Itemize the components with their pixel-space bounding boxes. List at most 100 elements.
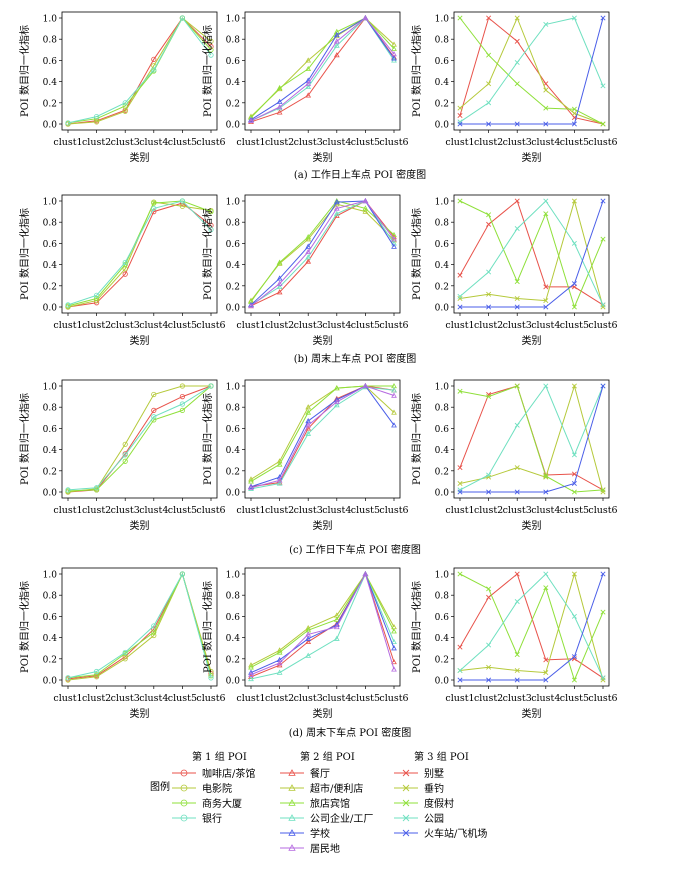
data-point (391, 55, 397, 61)
y-tick-label: 1.0 (226, 383, 241, 393)
series-line (250, 17, 395, 122)
data-point (600, 609, 606, 615)
data-point (333, 52, 340, 58)
data-point (457, 465, 463, 471)
x-tick-label: clust3 (294, 320, 323, 331)
data-point (486, 212, 492, 218)
y-tick-label: 0.0 (435, 304, 450, 314)
series-line (67, 572, 212, 681)
y-tick-label: 0.8 (43, 592, 58, 602)
legend-item-label: 超市/便利店 (310, 782, 363, 795)
data-point (151, 629, 157, 635)
data-point (486, 677, 492, 683)
series-垂钓 (457, 383, 606, 495)
data-point (391, 628, 397, 634)
series-公司企业/工厂 (248, 14, 397, 123)
legend-group-title: 第 1 组 POI (192, 750, 247, 763)
data-point (122, 100, 128, 106)
legend-swatch-marker (288, 784, 296, 791)
legend-swatch-marker (402, 814, 410, 822)
data-point (122, 271, 128, 277)
series-line (67, 200, 212, 307)
series-垂钓 (457, 15, 606, 127)
x-tick-label: clust1 (445, 693, 474, 704)
data-point (333, 38, 340, 44)
data-point (208, 52, 214, 58)
y-axis-label: POI 数目归一化指标 (18, 25, 31, 117)
data-point (571, 489, 577, 495)
y-tick-label: 0.2 (435, 282, 449, 292)
y-axis-label: POI 数目归一化指标 (410, 25, 423, 117)
x-tick-label: clust5 (351, 137, 380, 148)
data-point (333, 385, 340, 391)
data-point (514, 304, 520, 310)
data-point (362, 208, 369, 214)
series-line (250, 385, 395, 480)
y-tick-label: 0.0 (43, 304, 58, 314)
series-餐厅 (248, 382, 397, 489)
series-line (459, 16, 604, 125)
x-tick-label: clust2 (265, 137, 294, 148)
x-tick-label: clust4 (322, 693, 351, 704)
data-point (305, 254, 312, 260)
series-别墅 (457, 15, 606, 127)
data-point (457, 113, 463, 119)
y-tick-label: 0.6 (43, 57, 58, 67)
legend-swatch-marker (288, 829, 296, 836)
data-point (94, 119, 100, 125)
caption-d: (d) 周末下车点 POI 密度图 (289, 726, 412, 739)
series-line (459, 572, 604, 681)
data-point (305, 638, 312, 644)
data-point (571, 654, 577, 660)
x-tick-label: clust6 (588, 693, 617, 704)
x-tick-label: clust4 (139, 320, 168, 331)
data-point (514, 677, 520, 683)
data-point (600, 677, 606, 683)
plot-frame (453, 567, 610, 687)
data-point (514, 383, 520, 389)
data-point (179, 198, 185, 204)
data-point (122, 108, 128, 114)
data-point (208, 675, 214, 681)
series-电影院 (65, 571, 214, 683)
legend-swatch-marker (288, 769, 296, 776)
y-tick-label: 0.2 (435, 467, 449, 477)
y-tick-label: 0.8 (435, 404, 450, 414)
series-学校 (248, 382, 397, 489)
data-point (248, 484, 254, 490)
series-银行 (65, 383, 214, 493)
y-axis-label: POI 数目归一化指标 (410, 208, 423, 300)
data-point (151, 391, 157, 398)
data-point (151, 67, 157, 73)
y-tick-label: 0.8 (226, 36, 241, 46)
x-tick-label: clust2 (82, 137, 111, 148)
series-line (250, 385, 395, 489)
x-tick-label: clust3 (503, 320, 532, 331)
x-tick-label: clust4 (322, 505, 351, 516)
y-axis-label: POI 数目归一化指标 (18, 208, 31, 300)
y-tick-label: 1.0 (435, 15, 450, 25)
data-point (600, 121, 606, 127)
x-tick-label: clust1 (445, 137, 474, 148)
legend-item-label: 火车站/飞机场 (424, 827, 487, 840)
y-tick-label: 0.0 (226, 121, 241, 131)
data-point (179, 203, 185, 209)
data-point (486, 269, 492, 275)
data-point (276, 660, 283, 666)
x-tick-label: clust5 (351, 505, 380, 516)
x-tick-label: clust5 (168, 505, 197, 516)
y-tick-label: 0.2 (43, 467, 57, 477)
legend-group-title: 第 3 组 POI (414, 750, 469, 763)
data-point (486, 291, 492, 297)
data-point (122, 656, 128, 662)
data-point (248, 664, 254, 670)
data-point (333, 402, 340, 408)
legend-item-label: 度假村 (424, 797, 454, 810)
data-point (457, 667, 463, 673)
data-point (600, 83, 606, 89)
data-point (391, 243, 397, 249)
